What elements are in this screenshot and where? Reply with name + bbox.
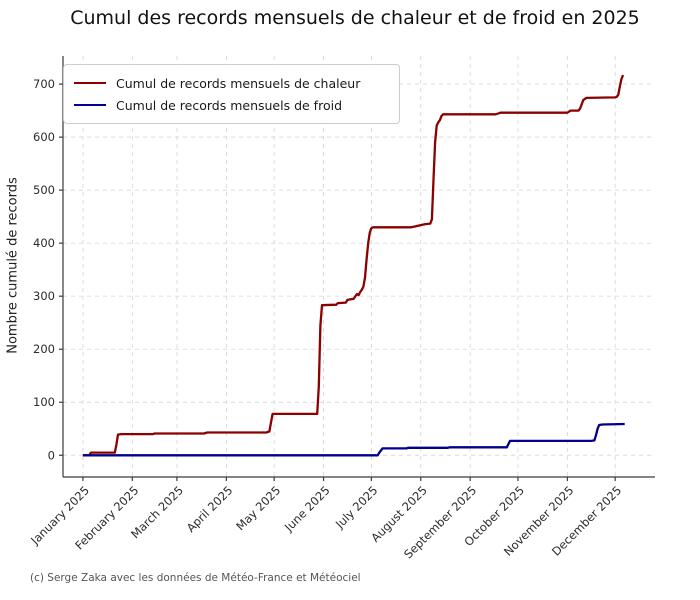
heat-line-swatch	[74, 82, 106, 84]
x-tick-label: May 2025	[233, 483, 283, 533]
legend: Cumul de records mensuels de chaleur Cum…	[63, 64, 400, 124]
legend-item-heat: Cumul de records mensuels de chaleur	[74, 72, 387, 94]
legend-label-cold: Cumul de records mensuels de froid	[116, 97, 343, 113]
y-tick-label: 200	[33, 342, 55, 356]
y-tick-label: 500	[33, 183, 55, 197]
y-tick-label: 0	[48, 448, 55, 462]
legend-label-heat: Cumul de records mensuels de chaleur	[116, 75, 361, 91]
y-tick-label: 300	[33, 289, 55, 303]
y-tick-label: 700	[33, 77, 55, 91]
legend-item-cold: Cumul de records mensuels de froid	[74, 94, 387, 116]
y-tick-label: 400	[33, 236, 55, 250]
x-tick-label: April 2025	[184, 483, 236, 535]
heat-series-line	[82, 74, 625, 457]
x-tick-label: July 2025	[332, 483, 381, 532]
y-tick-label: 100	[33, 395, 55, 409]
y-tick-label: 600	[33, 130, 55, 144]
x-tick-label: June 2025	[281, 483, 333, 535]
credit-text: (c) Serge Zaka avec les données de Météo…	[30, 572, 361, 584]
cold-series-line	[82, 422, 625, 457]
chart-title: Cumul des records mensuels de chaleur et…	[70, 7, 640, 29]
y-axis-label: Nombre cumulé de records	[5, 177, 21, 354]
cold-line-swatch	[74, 104, 106, 106]
